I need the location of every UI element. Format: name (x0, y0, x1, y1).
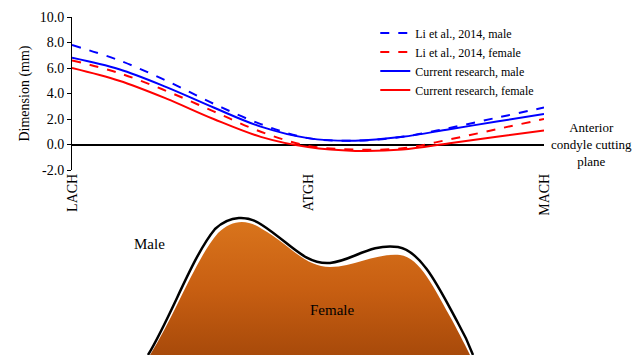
svg-text:Current research, female: Current research, female (415, 84, 533, 98)
svg-text:6.0: 6.0 (47, 61, 65, 76)
svg-text:Dimension (mm): Dimension (mm) (17, 45, 33, 141)
svg-text:Current research, male: Current research, male (415, 65, 524, 79)
svg-text:10.0: 10.0 (40, 10, 65, 25)
svg-text:8.0: 8.0 (47, 35, 65, 50)
svg-text:Anteriorcondyle cuttingplane: Anteriorcondyle cuttingplane (551, 120, 632, 169)
svg-text:Male: Male (134, 236, 165, 252)
svg-text:2.0: 2.0 (47, 112, 65, 127)
svg-text:4.0: 4.0 (47, 86, 65, 101)
svg-text:Li et al., 2014, male: Li et al., 2014, male (415, 27, 511, 41)
svg-text:0.0: 0.0 (47, 137, 65, 152)
svg-text:MACH: MACH (537, 174, 552, 215)
svg-text:-2.0: -2.0 (42, 163, 64, 178)
svg-text:LACH: LACH (65, 174, 80, 212)
svg-text:Female: Female (310, 302, 354, 318)
svg-text:Li et al., 2014, female: Li et al., 2014, female (415, 46, 521, 60)
svg-text:ATGH: ATGH (301, 174, 316, 211)
